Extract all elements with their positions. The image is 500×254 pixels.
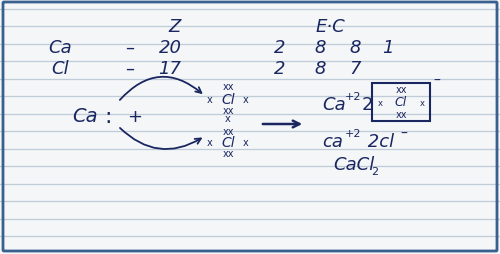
Text: xx: xx [222, 148, 234, 158]
Text: Cl: Cl [395, 96, 407, 109]
Text: x: x [243, 137, 249, 147]
Text: E·C: E·C [315, 18, 345, 36]
FancyArrowPatch shape [120, 77, 202, 101]
Bar [372, 84, 430, 121]
Text: x: x [207, 95, 213, 105]
Text: 20: 20 [158, 39, 182, 57]
Text: Ca: Ca [48, 39, 72, 57]
Text: –: – [126, 60, 134, 78]
Text: Cl: Cl [51, 60, 69, 78]
Text: xx: xx [395, 109, 407, 120]
Text: ca: ca [322, 133, 343, 150]
Text: Cl: Cl [221, 135, 235, 149]
Text: xx: xx [222, 126, 234, 136]
Text: x: x [243, 95, 249, 105]
Text: –: – [433, 74, 440, 88]
Text: xx: xx [222, 82, 234, 92]
Text: 2: 2 [371, 166, 378, 176]
Text: 2: 2 [274, 60, 286, 78]
Text: +2: +2 [345, 129, 362, 138]
Text: 8: 8 [314, 60, 326, 78]
Text: Cl: Cl [221, 93, 235, 107]
FancyArrowPatch shape [120, 129, 201, 150]
Text: Ca: Ca [322, 96, 345, 114]
Text: x: x [207, 137, 213, 147]
Text: Ca: Ca [72, 107, 98, 126]
Text: –: – [126, 39, 134, 57]
Text: 2cl: 2cl [362, 133, 394, 150]
Text: 17: 17 [158, 60, 182, 78]
Text: +: + [128, 108, 142, 125]
Text: 2: 2 [274, 39, 286, 57]
Text: CaCl: CaCl [333, 155, 374, 173]
Text: +2: +2 [345, 92, 362, 102]
Text: :: : [104, 107, 112, 126]
Text: x: x [420, 98, 424, 107]
Text: Z: Z [169, 18, 181, 36]
Text: x: x [225, 114, 231, 123]
Text: x: x [378, 98, 382, 107]
Text: 2: 2 [362, 96, 374, 114]
Text: 1: 1 [382, 39, 394, 57]
Text: xx: xx [395, 85, 407, 95]
Text: 8: 8 [314, 39, 326, 57]
Text: –: – [400, 126, 407, 140]
Text: xx: xx [222, 106, 234, 116]
Text: 7: 7 [349, 60, 361, 78]
Text: 8: 8 [349, 39, 361, 57]
